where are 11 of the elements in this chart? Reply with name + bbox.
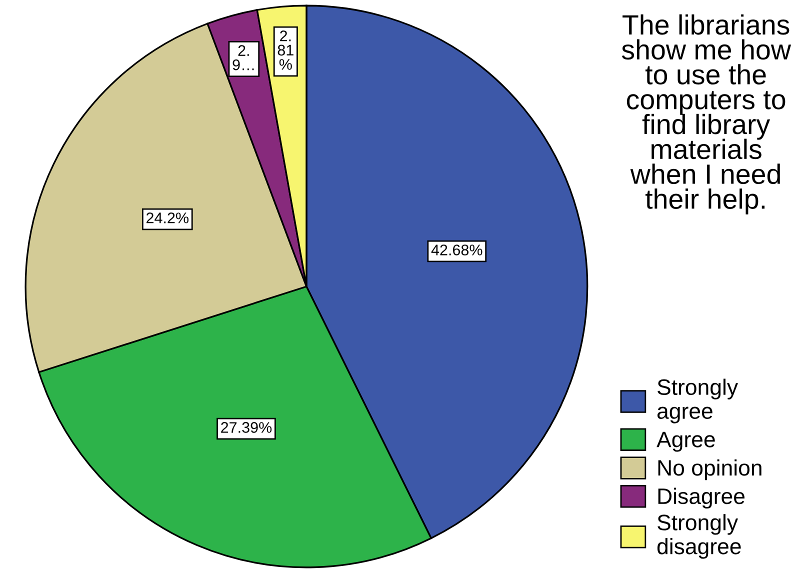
legend-label: No opinion bbox=[658, 459, 762, 480]
legend-label: Agree bbox=[656, 432, 715, 452]
legend-label: Disagree bbox=[658, 488, 744, 509]
data-label: 24.2% bbox=[146, 212, 189, 224]
legend-label: Strongly agree bbox=[657, 378, 738, 424]
legend-label: Strongly disagree bbox=[657, 514, 741, 559]
data-label: 42.68% bbox=[431, 244, 482, 256]
data-label: 2.81% bbox=[278, 30, 294, 70]
text: The librarians show me how to use the computers to find library materials when I need their help. bbox=[622, 14, 792, 214]
data-label: 2.9… bbox=[232, 45, 254, 70]
data-label: 27.39% bbox=[221, 422, 272, 433]
